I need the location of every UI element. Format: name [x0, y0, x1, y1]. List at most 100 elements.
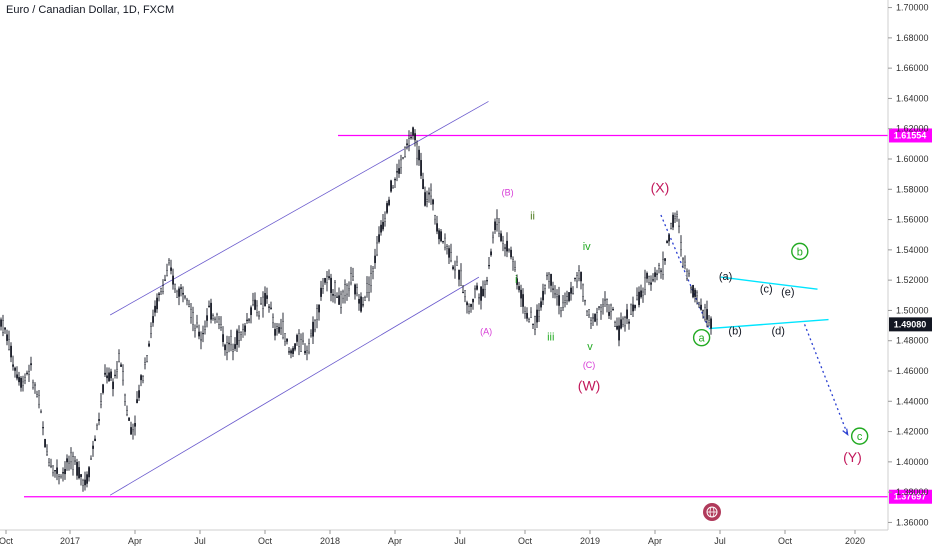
price-level-tag [889, 489, 932, 504]
wave-label-C: (C) [583, 360, 596, 370]
candle-body [686, 270, 688, 279]
candle-body [208, 305, 210, 308]
candle-body [422, 179, 424, 190]
candle-body [528, 319, 530, 322]
candle-body [4, 327, 6, 330]
candle-body [48, 462, 50, 467]
candle-body [64, 469, 66, 475]
candle-body [76, 462, 78, 476]
y-tick-label: 1.42000 [896, 427, 929, 437]
candle-body [374, 255, 376, 264]
candle-body [552, 288, 554, 290]
candle-body [54, 470, 56, 472]
candle-body [286, 338, 288, 342]
candle-body [396, 171, 398, 173]
candle-body [708, 320, 710, 323]
candle-body [2, 320, 4, 333]
candle-body [634, 305, 636, 309]
candle-body [368, 284, 370, 293]
candle-body [648, 275, 650, 283]
candle-body [186, 299, 188, 301]
candle-body [292, 348, 294, 354]
candle-body [66, 458, 68, 463]
candle-body [36, 394, 38, 398]
candle-body [272, 316, 274, 324]
candle-body [412, 127, 414, 136]
candle-body [26, 372, 28, 374]
candle-body [142, 375, 144, 381]
wave-label-circ_c: c [857, 431, 863, 443]
candle-body [598, 306, 600, 308]
candle-body [566, 296, 568, 301]
candle-body [472, 298, 474, 303]
x-tick-label: 2019 [580, 536, 600, 546]
candle-body [580, 271, 582, 282]
candle-body [614, 322, 616, 327]
candle-body [238, 332, 240, 341]
candle-body [354, 284, 356, 295]
candle-body [536, 309, 538, 323]
candle-body [584, 299, 586, 302]
candle-body [74, 460, 76, 462]
candle-body [324, 277, 326, 283]
candle-body [676, 213, 678, 217]
candle-body [0, 319, 2, 327]
candle-body [194, 328, 196, 331]
candle-body [46, 451, 48, 455]
candle-body [266, 295, 268, 299]
candle-body [376, 242, 378, 256]
candle-body [710, 318, 712, 329]
candle-body [300, 339, 302, 352]
candle-body [456, 261, 458, 266]
candle-body [220, 324, 222, 328]
candle-body [200, 339, 202, 341]
candle-body [138, 390, 140, 398]
x-tick-label: Oct [518, 536, 533, 546]
wave-label-Y: (Y) [843, 449, 862, 465]
price-series [0, 126, 712, 492]
candle-body [606, 299, 608, 305]
candle-body [314, 320, 316, 331]
candle-body [654, 272, 656, 277]
candle-body [170, 267, 172, 271]
candle-body [548, 273, 550, 282]
candle-body [470, 304, 472, 307]
candle-body [218, 318, 220, 325]
candle-body [464, 290, 466, 298]
candle-body [384, 218, 386, 222]
candle-body [432, 199, 434, 205]
candle-body [114, 374, 116, 376]
wave-label-i: i [515, 274, 517, 286]
candle-body [512, 259, 514, 262]
candle-body [652, 279, 654, 281]
candle-body [476, 285, 478, 290]
candle-body [176, 291, 178, 298]
candle-body [22, 381, 24, 386]
candle-body [600, 307, 602, 313]
horizontal-levels: 1.61554 1.37697 1.49080 [24, 128, 932, 504]
candle-body [564, 300, 566, 303]
candle-body [444, 237, 446, 248]
candle-body [42, 427, 44, 429]
candle-body [410, 136, 412, 139]
wave-label-b_paren: (b) [728, 326, 741, 338]
candle-body [234, 344, 236, 349]
candle-body [312, 321, 314, 337]
candle-body [576, 275, 578, 282]
candle-body [572, 293, 574, 295]
candle-body [378, 234, 380, 242]
candle-body [134, 422, 136, 427]
candle-body [102, 384, 104, 393]
channel-lower-line [109, 276, 480, 496]
candle-body [428, 192, 430, 195]
candle-body [390, 180, 392, 192]
candle-body [592, 317, 594, 319]
candle-body [172, 275, 174, 285]
wave-label-B: (B) [502, 187, 514, 197]
candle-body [706, 309, 708, 320]
y-tick-label: 1.48000 [896, 336, 929, 346]
wave-label-e_paren: (e) [781, 286, 794, 298]
x-tick-label: Apr [648, 536, 662, 546]
candle-body [258, 315, 260, 317]
